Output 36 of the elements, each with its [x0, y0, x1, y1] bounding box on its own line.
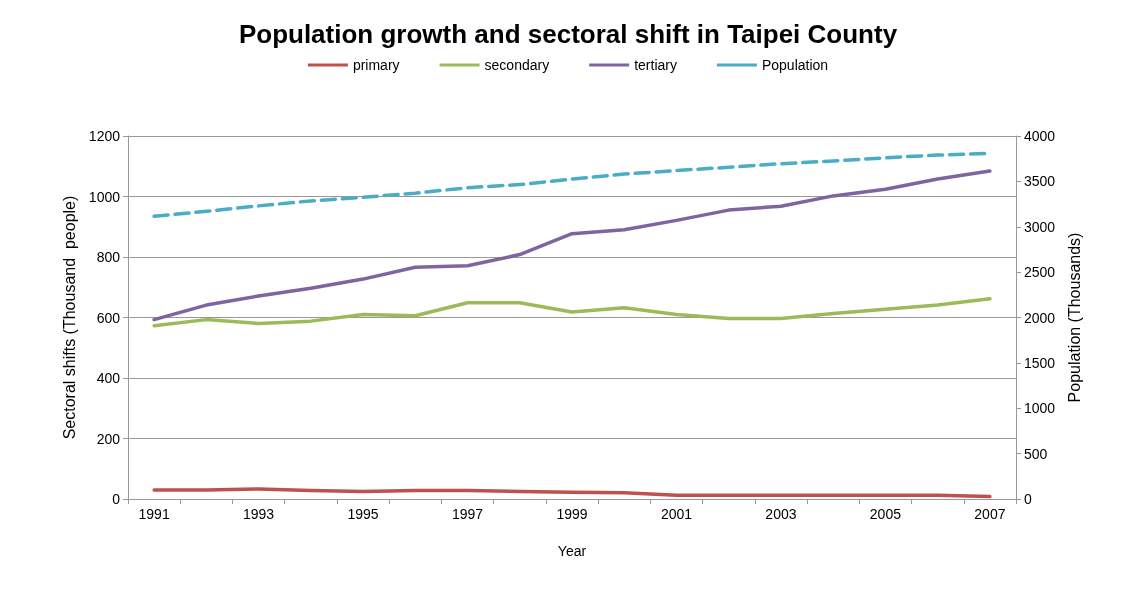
x-tick-label: 1997: [451, 506, 484, 522]
legend-label: tertiary: [634, 57, 677, 73]
y2-tick-label: 2500: [1024, 264, 1056, 281]
line-series: [152, 297, 992, 328]
y2-tick-label: 4000: [1024, 128, 1056, 144]
y-tick-label: 600: [96, 309, 121, 326]
x-tick-label: 2005: [869, 506, 902, 522]
y2-tick-label: 3000: [1024, 218, 1056, 235]
y-tick-label: 0: [112, 491, 121, 507]
y2-tick-label: 2000: [1024, 309, 1056, 326]
y2-tick-label: 0: [1024, 491, 1032, 507]
legend-label: secondary: [484, 57, 550, 73]
y-axis-title: Sectoral shifts (Thousand people): [61, 195, 79, 440]
x-tick-label: 2007: [974, 506, 1006, 522]
x-tick-label: 1995: [347, 506, 379, 522]
y-tick-label: 1200: [88, 128, 121, 144]
x-tick-label: 2003: [765, 506, 797, 522]
legend-label: primary: [352, 57, 400, 73]
y-tick-label: 1000: [88, 188, 121, 205]
chart-title: Population growth and sectoral shift in Taipei County: [238, 19, 898, 49]
y-tick-label: 800: [96, 249, 121, 265]
y2-tick-label: 1500: [1024, 354, 1056, 371]
line-series: [152, 487, 992, 499]
y-tick-label: 200: [96, 430, 121, 447]
x-tick-label: 1993: [243, 506, 275, 522]
x-axis-title: Year: [557, 543, 587, 559]
x-tick-label: 1999: [556, 506, 588, 522]
x-tick-label: 1991: [138, 506, 170, 522]
legend-label: Population: [761, 57, 829, 73]
y2-tick-label: 1000: [1024, 400, 1056, 417]
y-tick-label: 400: [96, 370, 121, 386]
y2-axis-title: Population (Thousands): [1065, 232, 1083, 403]
y2-tick-label: 500: [1024, 445, 1048, 462]
x-tick-label: 2001: [660, 506, 693, 522]
line-series: [152, 169, 992, 322]
y2-tick-label: 3500: [1024, 173, 1056, 190]
